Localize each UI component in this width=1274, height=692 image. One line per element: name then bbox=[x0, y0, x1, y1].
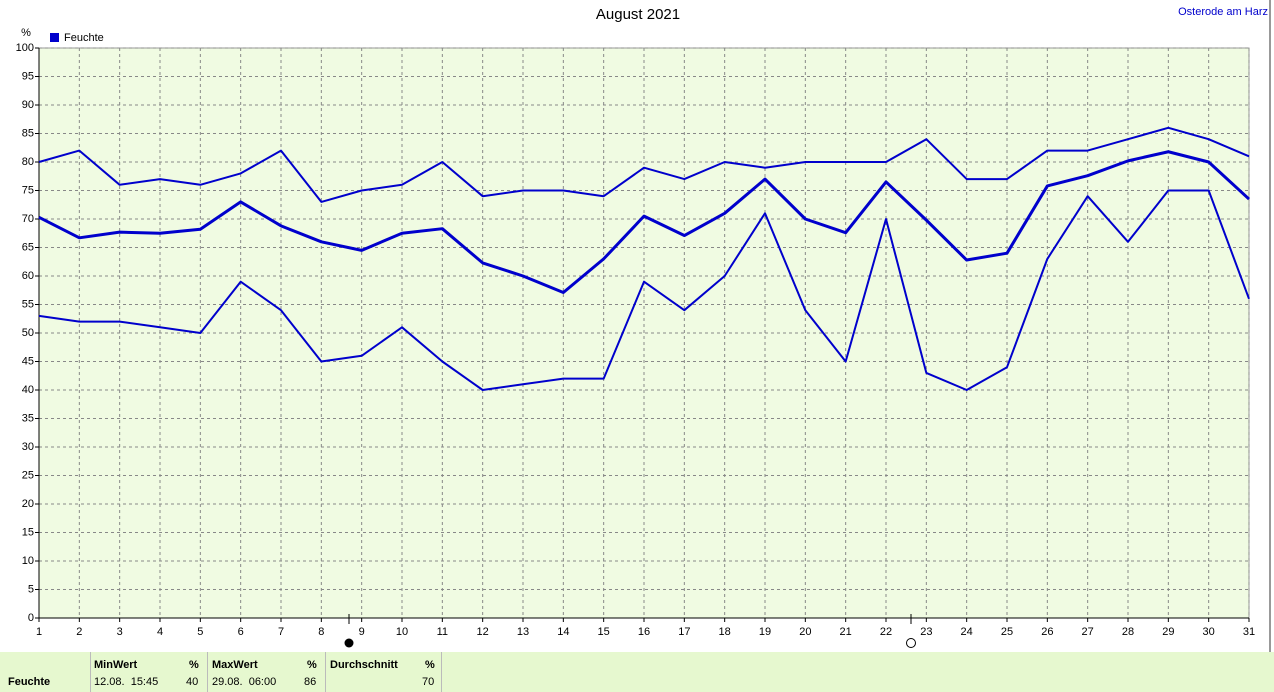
x-tick-label: 13 bbox=[517, 626, 529, 638]
separator bbox=[90, 652, 91, 692]
y-tick-label: 20 bbox=[22, 498, 34, 510]
value: 86 bbox=[304, 676, 317, 688]
y-tick-label: 70 bbox=[22, 213, 34, 225]
x-tick-label: 3 bbox=[117, 626, 123, 638]
header: MaxWert bbox=[212, 659, 258, 671]
x-tick-label: 25 bbox=[1001, 626, 1013, 638]
unit: % bbox=[189, 659, 199, 671]
y-tick-label: 65 bbox=[22, 241, 34, 253]
y-tick-label: 5 bbox=[28, 583, 34, 595]
series-line bbox=[38, 150, 1251, 295]
x-tick-label: 26 bbox=[1041, 626, 1053, 638]
y-tick-label: 50 bbox=[22, 327, 34, 339]
series-line bbox=[38, 126, 1250, 203]
x-tick-label: 11 bbox=[437, 626, 448, 638]
x-tick-label: 29 bbox=[1162, 626, 1174, 638]
legend-label: Feuchte bbox=[64, 32, 104, 44]
x-tick-label: 8 bbox=[318, 626, 324, 638]
y-tick-label: 0 bbox=[28, 612, 34, 624]
x-tick-label: 18 bbox=[719, 626, 731, 638]
x-tick-label: 15 bbox=[598, 626, 610, 638]
station: Osterode am Harz bbox=[1178, 6, 1268, 18]
x-tick-label: 19 bbox=[759, 626, 771, 638]
x-tick-label: 31 bbox=[1243, 626, 1255, 638]
y-unit: % bbox=[21, 27, 31, 39]
x-tick-label: 27 bbox=[1082, 626, 1094, 638]
time: 29.08. 06:00 bbox=[212, 676, 277, 688]
y-tick-label: 40 bbox=[22, 384, 34, 396]
y-tick-label: 25 bbox=[22, 469, 34, 481]
new-moon-icon bbox=[344, 638, 354, 648]
unit: % bbox=[307, 659, 317, 671]
x-tick-label: 6 bbox=[238, 626, 244, 638]
row-label: Feuchte bbox=[8, 676, 51, 688]
x-tick-label: 17 bbox=[678, 626, 690, 638]
separator bbox=[325, 652, 326, 692]
value: 40 bbox=[186, 676, 199, 688]
chart-title: August 2021 bbox=[596, 6, 680, 23]
full-moon-icon bbox=[906, 638, 916, 648]
y-tick-label: 90 bbox=[22, 99, 34, 111]
x-tick-label: 16 bbox=[638, 626, 650, 638]
chart: August 2021 Osterode am Harz % Feuchte 0… bbox=[16, 0, 1271, 652]
x-tick-label: 21 bbox=[840, 626, 852, 638]
y-tick-label: 75 bbox=[22, 184, 34, 196]
y-tick-label: 35 bbox=[22, 412, 34, 424]
y-tick-label: 55 bbox=[22, 298, 34, 310]
series-line bbox=[38, 189, 1250, 391]
x-tick-label: 12 bbox=[477, 626, 489, 638]
x-tick-label: 23 bbox=[920, 626, 932, 638]
separator bbox=[207, 652, 208, 692]
separator bbox=[441, 652, 442, 692]
x-tick-label: 30 bbox=[1203, 626, 1215, 638]
time: 12.08. 15:45 bbox=[94, 676, 159, 688]
x-tick-label: 14 bbox=[557, 626, 569, 638]
x-tick-label: 5 bbox=[197, 626, 203, 638]
x-tick-label: 1 bbox=[36, 626, 42, 638]
y-tick-label: 100 bbox=[16, 42, 34, 54]
x-tick-label: 4 bbox=[157, 626, 163, 638]
header: Durchschnitt bbox=[330, 659, 398, 671]
x-tick-label: 20 bbox=[799, 626, 811, 638]
x-tick-label: 24 bbox=[961, 626, 973, 638]
value: 70 bbox=[422, 676, 435, 688]
header: MinWert bbox=[94, 659, 138, 671]
y-tick-label: 95 bbox=[22, 70, 34, 82]
y-tick-label: 45 bbox=[22, 355, 34, 367]
y-tick-label: 15 bbox=[22, 526, 34, 538]
summary-table: Feuchte MinWert % 12.08. 15:45 40 MaxWer… bbox=[0, 652, 1274, 692]
y-tick-label: 30 bbox=[22, 441, 34, 453]
unit: % bbox=[425, 659, 435, 671]
y-tick-label: 80 bbox=[22, 156, 34, 168]
x-tick-label: 28 bbox=[1122, 626, 1134, 638]
x-tick-label: 22 bbox=[880, 626, 892, 638]
y-tick-label: 60 bbox=[22, 270, 34, 282]
x-tick-label: 2 bbox=[76, 626, 82, 638]
x-tick-label: 9 bbox=[359, 626, 365, 638]
x-tick-label: 10 bbox=[396, 626, 408, 638]
y-tick-label: 85 bbox=[22, 127, 34, 139]
y-tick-label: 10 bbox=[22, 555, 34, 567]
x-tick-label: 7 bbox=[278, 626, 284, 638]
legend-swatch bbox=[50, 33, 59, 42]
